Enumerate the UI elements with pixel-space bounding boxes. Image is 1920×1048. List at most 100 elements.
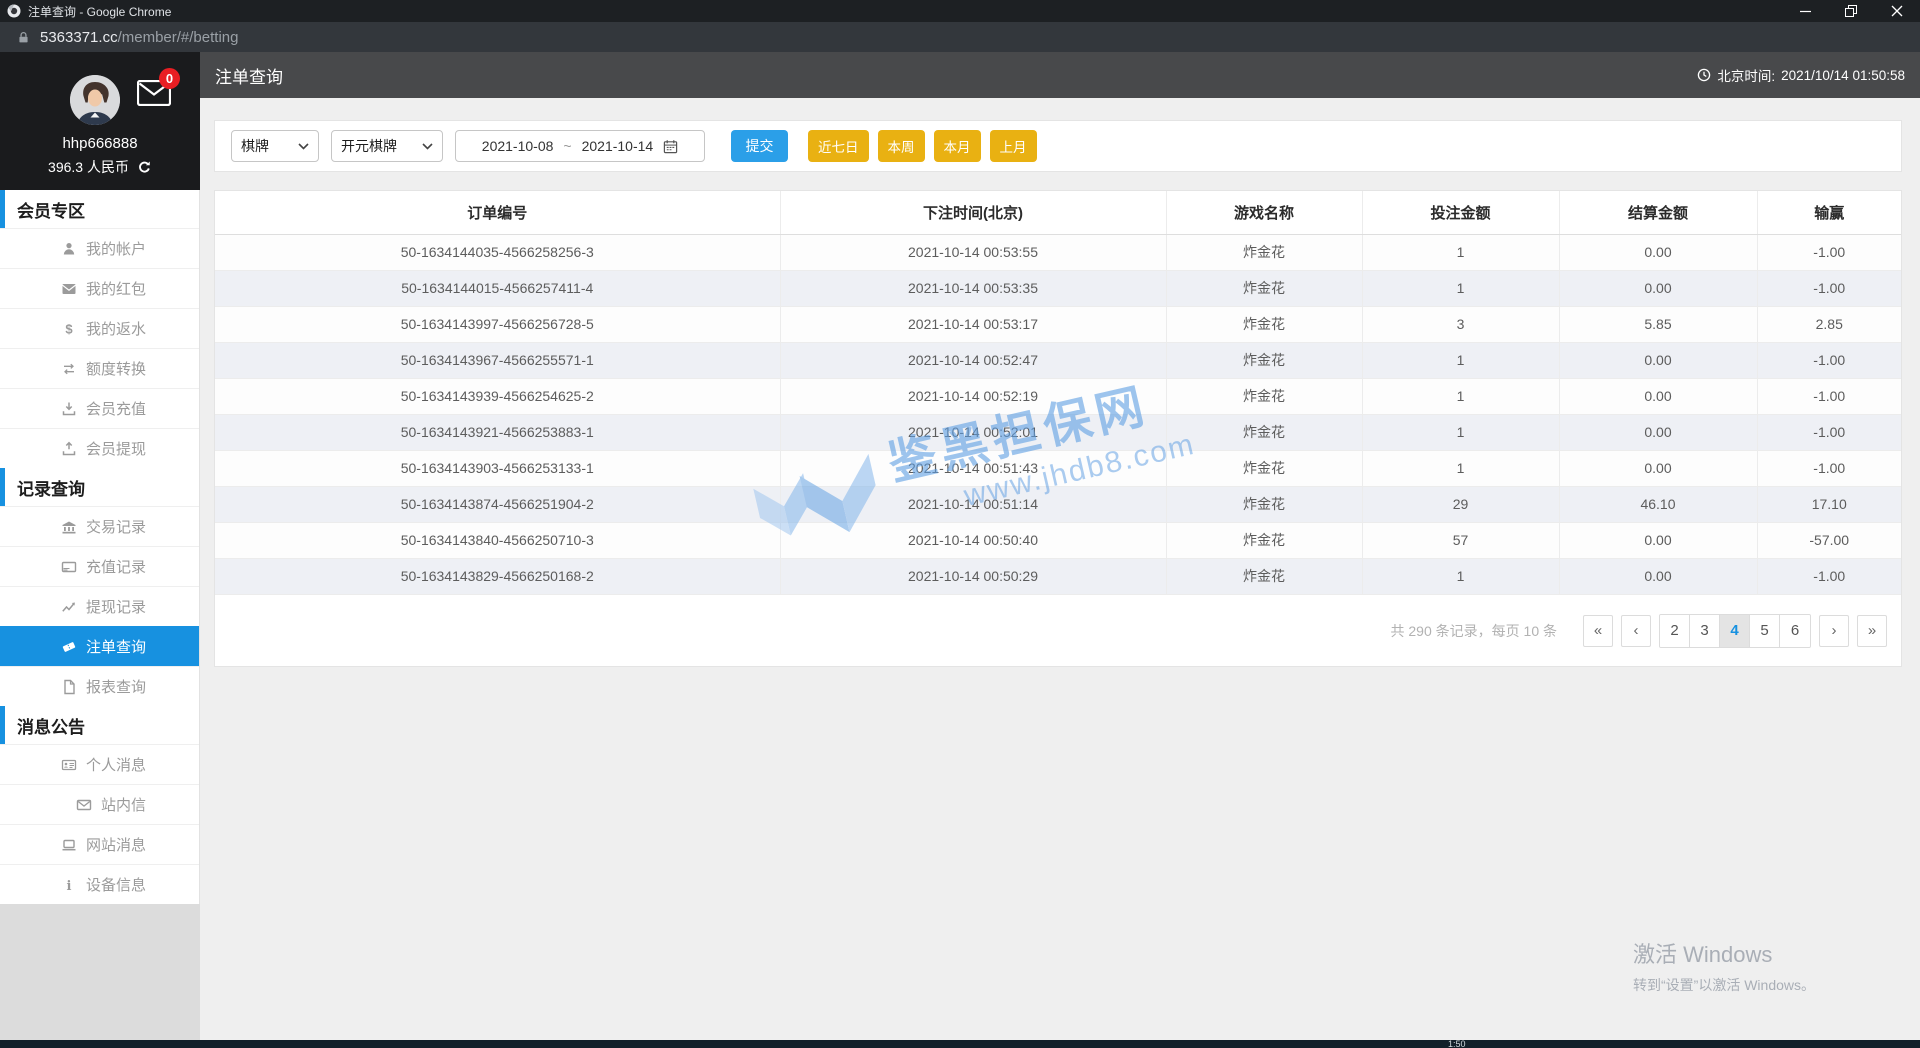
sidebar-item-label: 注单查询 — [85, 639, 146, 656]
page-button-4-active[interactable]: 4 — [1720, 614, 1750, 647]
last-month-button[interactable]: 上月 — [989, 130, 1037, 162]
url-text: 5363371.cc/member/#/betting — [40, 29, 238, 46]
last-page-button[interactable]: » — [1857, 614, 1887, 647]
bet-amount-cell: 1 — [1362, 414, 1560, 451]
date-range-input[interactable]: 2021-10-08 ~ 2021-10-14 — [455, 130, 705, 162]
chart-icon — [62, 602, 75, 612]
page-button-2[interactable]: 2 — [1660, 614, 1690, 647]
next-page-button[interactable]: › — [1819, 614, 1849, 647]
this-week-button[interactable]: 本周 — [877, 130, 925, 162]
game-name-cell: 炸金花 — [1166, 414, 1363, 451]
this-month-button[interactable]: 本月 — [933, 130, 981, 162]
table-row: 50-1634143829-4566250168-2 2021-10-14 00:… — [215, 558, 1901, 595]
restore-button[interactable] — [1828, 0, 1874, 22]
game-name-cell: 炸金花 — [1166, 522, 1363, 559]
page-number-group: 2 3 4 5 6 — [1659, 613, 1811, 648]
info-icon: i — [67, 879, 72, 893]
sidebar-item-deposit[interactable]: 会员充值 — [0, 388, 199, 428]
page-button-3[interactable]: 3 — [1690, 614, 1720, 647]
restore-icon — [1845, 5, 1857, 17]
minimize-button[interactable] — [1782, 0, 1828, 22]
order-id-cell: 50-1634143840-4566250710-3 — [215, 522, 781, 559]
date-from-value: 2021-10-08 — [481, 138, 554, 154]
category-select[interactable]: 棋牌 — [231, 130, 319, 162]
sidebar-item-label: 额度转换 — [85, 361, 146, 378]
close-button[interactable] — [1874, 0, 1920, 22]
table-row: 50-1634143939-4566254625-2 2021-10-14 00:… — [215, 378, 1901, 415]
section-messages: 消息公告 — [0, 706, 199, 744]
game-name-cell: 炸金花 — [1166, 342, 1363, 379]
avatar-image — [70, 75, 120, 125]
time-label: 北京时间: — [1717, 69, 1776, 84]
sidebar-menu: 会员专区 我的帐户 我的红包 $ 我的返水 额度转换 会员充值 会员提现 记录查… — [0, 190, 200, 904]
page-title: 注单查询 — [215, 67, 283, 87]
sidebar-item-personal-messages[interactable]: 个人消息 — [0, 744, 199, 784]
first-page-button[interactable]: « — [1583, 614, 1613, 647]
sidebar-item-withdraw-records[interactable]: 提现记录 — [0, 586, 199, 626]
section-title: 消息公告 — [17, 717, 85, 737]
bet-time-cell: 2021-10-14 00:52:47 — [780, 342, 1167, 379]
settle-amount-cell: 0.00 — [1559, 270, 1758, 307]
provider-select[interactable]: 开元棋牌 — [331, 130, 443, 162]
sidebar-item-device-info[interactable]: i 设备信息 — [0, 864, 199, 904]
sidebar-item-quota-transfer[interactable]: 额度转换 — [0, 348, 199, 388]
username: hhp666888 — [62, 135, 138, 152]
win-loss-cell: -1.00 — [1757, 450, 1901, 487]
category-select-value: 棋牌 — [241, 138, 269, 154]
order-id-cell: 50-1634143939-4566254625-2 — [215, 378, 781, 415]
order-id-cell: 50-1634143903-4566253133-1 — [215, 450, 781, 487]
bet-time-cell: 2021-10-14 00:50:29 — [780, 558, 1167, 595]
prev-page-button[interactable]: ‹ — [1621, 614, 1651, 647]
bet-amount-cell: 1 — [1362, 558, 1560, 595]
sidebar-item-withdraw[interactable]: 会员提现 — [0, 428, 199, 468]
table-header-row: 订单编号 下注时间(北京) 游戏名称 投注金额 结算金额 输赢 — [215, 191, 1901, 235]
sidebar-item-site-messages[interactable]: 网站消息 — [0, 824, 199, 864]
balance: 396.3 人民币 — [48, 159, 129, 175]
chevron-down-icon — [298, 142, 309, 150]
bet-amount-cell: 57 — [1362, 522, 1560, 559]
sidebar-item-my-account[interactable]: 我的帐户 — [0, 228, 199, 268]
sidebar-item-deposit-records[interactable]: 充值记录 — [0, 546, 199, 586]
col-game-name: 游戏名称 — [1166, 191, 1363, 235]
chevron-down-icon — [422, 142, 433, 150]
col-order-id: 订单编号 — [215, 191, 781, 235]
win-loss-cell: 2.85 — [1757, 306, 1901, 343]
sidebar-item-site-mail[interactable]: 站内信 — [0, 784, 199, 824]
order-id-cell: 50-1634144015-4566257411-4 — [215, 270, 781, 307]
bet-amount-cell: 1 — [1362, 270, 1560, 307]
col-settle-amount: 结算金额 — [1559, 191, 1758, 235]
sidebar-item-label: 网站消息 — [85, 837, 146, 854]
user-icon — [63, 242, 75, 254]
col-win-loss: 输赢 — [1757, 191, 1901, 235]
page-button-6[interactable]: 6 — [1780, 614, 1810, 647]
taskbar-clock: 1:50 — [1448, 1040, 1466, 1048]
game-name-cell: 炸金花 — [1166, 306, 1363, 343]
lock-icon — [19, 31, 28, 42]
bet-amount-cell: 1 — [1362, 342, 1560, 379]
sidebar-item-label: 我的返水 — [85, 321, 146, 338]
mail-badge: 0 — [159, 68, 180, 89]
table-row: 50-1634144015-4566257411-4 2021-10-14 00:… — [215, 270, 1901, 307]
sidebar-item-label: 充值记录 — [85, 559, 146, 576]
settle-amount-cell: 0.00 — [1559, 450, 1758, 487]
page-button-5[interactable]: 5 — [1750, 614, 1780, 647]
sidebar-item-red-packet[interactable]: 我的红包 — [0, 268, 199, 308]
table-row: 50-1634143921-4566253883-1 2021-10-14 00:… — [215, 414, 1901, 451]
url-path: /member/#/betting — [117, 28, 239, 46]
url-domain: 5363371.cc — [40, 28, 118, 46]
sidebar-item-report-query[interactable]: 报表查询 — [0, 666, 199, 706]
settle-amount-cell: 5.85 — [1559, 306, 1758, 343]
settle-amount-cell: 0.00 — [1559, 234, 1758, 271]
sidebar-item-rebate[interactable]: $ 我的返水 — [0, 308, 199, 348]
refresh-icon[interactable] — [137, 160, 152, 175]
order-id-cell: 50-1634143997-4566256728-5 — [215, 306, 781, 343]
win-loss-cell: -1.00 — [1757, 558, 1901, 595]
submit-button[interactable]: 提交 — [731, 130, 788, 162]
sidebar-item-bet-query[interactable]: 注单查询 — [0, 626, 199, 666]
bet-time-cell: 2021-10-14 00:52:19 — [780, 378, 1167, 415]
settle-amount-cell: 0.00 — [1559, 342, 1758, 379]
last-seven-days-button[interactable]: 近七日 — [808, 130, 869, 162]
table-row: 50-1634143903-4566253133-1 2021-10-14 00:… — [215, 450, 1901, 487]
window-title: 注单查询 - Google Chrome — [28, 4, 172, 19]
sidebar-item-transaction-records[interactable]: 交易记录 — [0, 506, 199, 546]
